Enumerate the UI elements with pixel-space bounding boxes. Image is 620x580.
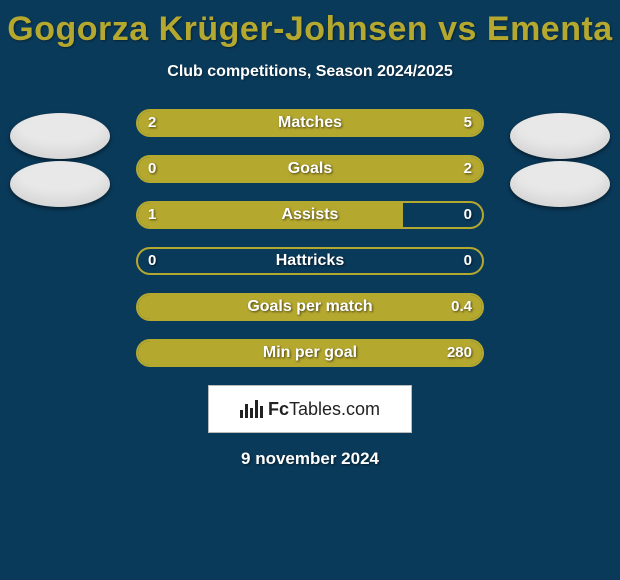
bar-chart-icon xyxy=(240,400,262,418)
player1-avatar-placeholder xyxy=(10,161,110,207)
stat-row: 280Min per goal xyxy=(136,339,484,367)
player2-avatar-placeholder xyxy=(510,161,610,207)
stat-fill-player1 xyxy=(138,203,403,227)
logo-part-tables: Tables xyxy=(289,399,341,419)
stat-bars: 25Matches02Goals10Assists00Hattricks0.4G… xyxy=(136,109,484,367)
player1-avatar-placeholder xyxy=(10,113,110,159)
subtitle: Club competitions, Season 2024/2025 xyxy=(0,63,620,81)
stat-row: 25Matches xyxy=(136,109,484,137)
logo-text: FcTables.com xyxy=(268,399,380,420)
page-title: Gogorza Krüger-Johnsen vs Ementa xyxy=(0,0,620,49)
stat-fill-player2 xyxy=(236,111,482,135)
stat-fill-player2 xyxy=(138,295,482,319)
stat-row: 10Assists xyxy=(136,201,484,229)
stat-label: Hattricks xyxy=(138,249,482,273)
logo-part-fc: Fc xyxy=(268,399,289,419)
stat-value-player1: 0 xyxy=(138,249,166,273)
footer-date: 9 november 2024 xyxy=(0,449,620,469)
player2-avatar-placeholder xyxy=(510,113,610,159)
stat-fill-player2 xyxy=(138,157,482,181)
stat-row: 02Goals xyxy=(136,155,484,183)
fctables-logo: FcTables.com xyxy=(208,385,412,433)
logo-part-com: .com xyxy=(341,399,380,419)
stat-row: 0.4Goals per match xyxy=(136,293,484,321)
stat-fill-player2 xyxy=(138,341,482,365)
stat-row: 0 0Hattricks xyxy=(136,247,484,275)
comparison-chart: 25Matches02Goals10Assists00Hattricks0.4G… xyxy=(0,109,620,367)
stat-fill-player1 xyxy=(138,111,236,135)
stat-value-player2: 0 xyxy=(454,203,482,227)
stat-value-player2: 0 xyxy=(454,249,482,273)
